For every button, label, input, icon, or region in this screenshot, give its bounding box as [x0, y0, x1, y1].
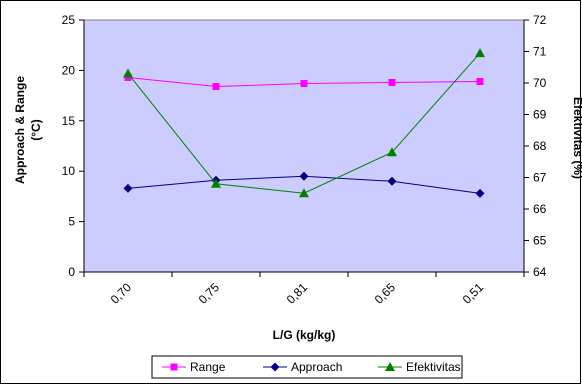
y-tick-label-left: 0 — [68, 265, 75, 279]
y-tick-label-right: 69 — [533, 108, 547, 122]
y-tick-label-left: 15 — [62, 114, 76, 128]
y-tick-label-right: 68 — [533, 139, 547, 153]
legend-label-efektivitas: Efektivitas — [406, 360, 461, 374]
data-point-triangle — [211, 178, 221, 188]
series-layer — [123, 48, 485, 198]
y-tick-label-right: 70 — [533, 76, 547, 90]
data-point-diamond — [299, 171, 309, 181]
data-point-square — [300, 80, 308, 88]
data-point-triangle — [123, 68, 133, 78]
y-axis-title-right: Efektivitas (%) — [571, 97, 582, 179]
y-tick-label-right: 71 — [533, 45, 547, 59]
data-point-square — [170, 363, 178, 371]
plot-area — [83, 19, 525, 273]
y-tick-label-left: 5 — [68, 215, 75, 229]
y-tick-label-left: 10 — [62, 164, 76, 178]
y-tick-label-right: 64 — [533, 265, 547, 279]
legend-label-approach: Approach — [291, 360, 342, 374]
y-axis-title-left-line2: (°C) — [29, 119, 43, 140]
x-axis-title: L/G (kg/kg) — [273, 328, 336, 342]
data-point-triangle — [387, 147, 397, 157]
data-point-triangle — [299, 188, 309, 198]
y-tick-label-right: 67 — [533, 171, 547, 185]
y-tick-label-right: 66 — [533, 202, 547, 216]
legend: Range Approach Efektivitas — [151, 355, 463, 379]
data-point-diamond — [123, 183, 133, 193]
y-axis-title-left-line1: Approach & Range — [13, 76, 27, 184]
data-point-square — [388, 78, 396, 86]
data-point-diamond — [387, 176, 397, 186]
legend-label-range: Range — [190, 360, 226, 374]
data-point-square — [212, 83, 220, 91]
y-tick-label-left: 20 — [62, 63, 76, 77]
y-tick-label-right: 72 — [533, 13, 547, 27]
data-point-diamond — [475, 188, 485, 198]
data-point-diamond — [270, 362, 280, 372]
y-tick-label-right: 65 — [533, 234, 547, 248]
legend-box — [151, 355, 463, 379]
data-point-square — [476, 77, 484, 85]
data-point-triangle — [385, 362, 395, 371]
y-tick-label-left: 25 — [62, 13, 76, 27]
data-point-triangle — [475, 48, 485, 58]
